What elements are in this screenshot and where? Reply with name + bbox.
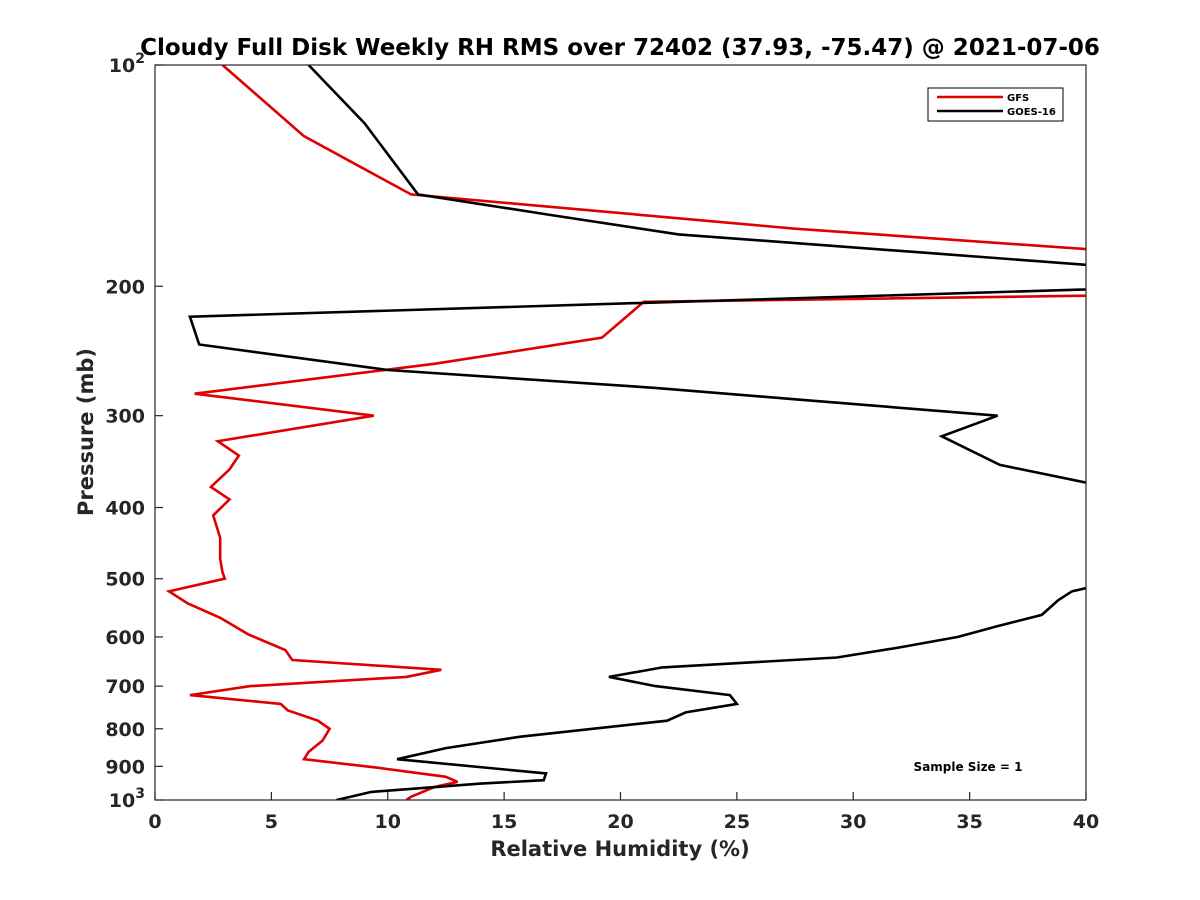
sample-size-annotation: Sample Size = 1 xyxy=(914,760,1023,774)
y-tick-label: 600 xyxy=(105,627,145,649)
series-line-gfs xyxy=(165,65,1086,800)
y-tick-label: 900 xyxy=(105,756,145,778)
y-tick-label: 200 xyxy=(105,276,145,298)
legend-box xyxy=(927,87,1064,122)
y-axis-label: Pressure (mb) xyxy=(74,348,98,516)
x-tick-label: 15 xyxy=(491,811,517,833)
x-tick-label: 25 xyxy=(724,811,750,833)
y-tick-label: 500 xyxy=(105,569,145,591)
x-tick-label: 10 xyxy=(375,811,401,833)
x-tick-label: 40 xyxy=(1073,811,1099,833)
x-tick-label: 35 xyxy=(956,811,982,833)
y-tick-label: 300 xyxy=(105,406,145,428)
x-axis-label: Relative Humidity (%) xyxy=(490,837,749,861)
chart-title: Cloudy Full Disk Weekly RH RMS over 7240… xyxy=(140,35,1100,61)
x-tick-label: 30 xyxy=(840,811,866,833)
x-tick-label: 0 xyxy=(148,811,161,833)
legend: GFS GOES-16 xyxy=(927,87,1064,122)
y-axis: 102 200 300 400 500 600 700 800 900 103 xyxy=(105,51,163,812)
y-tick-label: 103 xyxy=(109,786,145,812)
y-tick-label: 400 xyxy=(105,498,145,520)
legend-label-goes-16: GOES-16 xyxy=(1007,107,1056,118)
x-tick-label: 5 xyxy=(265,811,278,833)
series-layer xyxy=(165,65,1086,800)
x-tick-label: 20 xyxy=(607,811,633,833)
legend-label-gfs: GFS xyxy=(1007,93,1029,104)
y-tick-label: 102 xyxy=(109,51,145,77)
y-tick-label: 700 xyxy=(105,676,145,698)
y-tick-label: 800 xyxy=(105,719,145,741)
plot-frame xyxy=(154,64,1087,801)
x-axis: 0 5 10 15 20 25 30 35 40 xyxy=(148,792,1099,833)
series-line-goes-16 xyxy=(188,65,1086,800)
